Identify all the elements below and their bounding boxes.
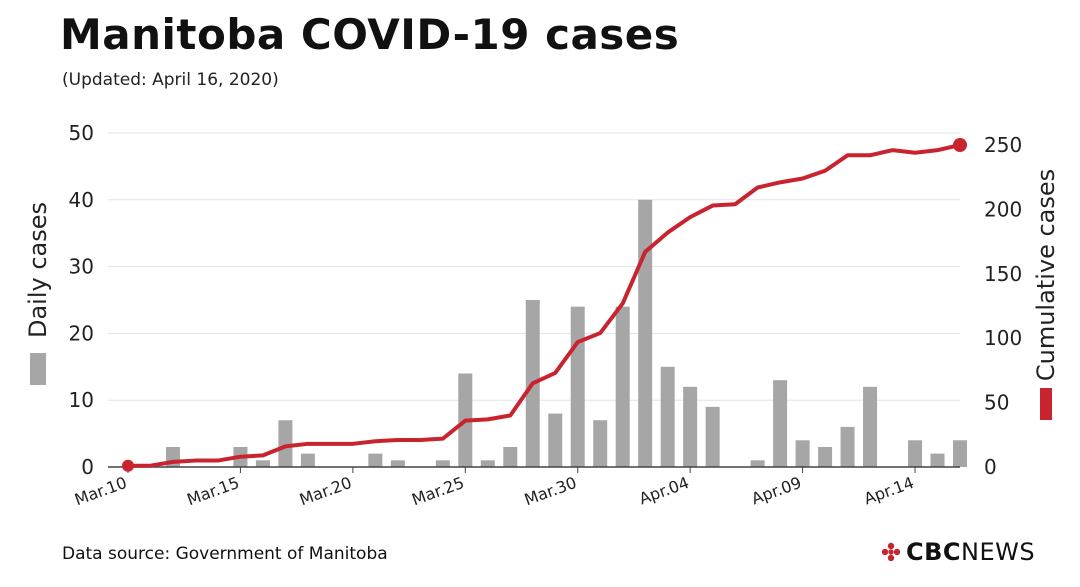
- daily-bar: [615, 306, 630, 467]
- cumulative-line: [128, 143, 961, 468]
- y-tick-label: 0: [81, 455, 94, 479]
- daily-bar: [548, 413, 563, 467]
- y-tick-label: 40: [69, 188, 94, 212]
- x-tick-label: Mar.25: [409, 473, 466, 509]
- daily-bar: [840, 426, 855, 467]
- daily-bar: [390, 460, 405, 467]
- daily-bar: [908, 440, 923, 467]
- daily-bar: [638, 199, 653, 468]
- x-tick-label: Mar.15: [184, 473, 241, 509]
- x-tick-label: Mar.20: [297, 473, 354, 509]
- daily-bar: [773, 380, 788, 467]
- cumulative-start-point: [122, 459, 134, 472]
- y2-tick-label: 0: [984, 455, 997, 479]
- y-tick-label: 50: [69, 121, 94, 145]
- x-tick-label: Apr.14: [861, 473, 916, 509]
- daily-bar: [278, 420, 293, 467]
- daily-bar: [795, 440, 810, 467]
- y-tick-label: 10: [69, 388, 94, 412]
- y2-axis-title: Cumulative cases: [1032, 169, 1060, 381]
- y-tick-label: 20: [69, 321, 94, 345]
- daily-bar: [705, 406, 720, 467]
- daily-bar: [570, 306, 585, 467]
- daily-bar: [255, 460, 270, 467]
- legend-swatch-daily: [30, 353, 46, 385]
- daily-bar: [480, 460, 495, 467]
- chart-subtitle: (Updated: April 16, 2020): [62, 70, 279, 90]
- cbc-gem-icon: [881, 542, 901, 562]
- daily-bar: [435, 460, 450, 467]
- daily-bar: [953, 440, 967, 467]
- daily-bar: [368, 453, 383, 467]
- cbc-news-logo: CBC NEWS: [880, 538, 1035, 566]
- y-tick-label: 30: [69, 255, 94, 279]
- daily-bar: [863, 386, 878, 467]
- daily-bar: [930, 453, 945, 467]
- data-source-note: Data source: Government of Manitoba: [62, 544, 388, 564]
- chart-title: Manitoba COVID-19 cases: [60, 10, 680, 59]
- y2-tick-label: 150: [984, 262, 1022, 286]
- y2-tick-label: 50: [984, 391, 1009, 415]
- daily-bar: [750, 460, 765, 467]
- daily-bar: [818, 446, 833, 467]
- y-axis-title: Daily cases: [24, 202, 52, 338]
- daily-bar: [593, 420, 608, 467]
- legend-swatch-cumulative: [1040, 388, 1052, 420]
- daily-bar: [683, 386, 698, 467]
- brand-bold: CBC: [906, 538, 962, 566]
- x-tick-label: Apr.04: [636, 473, 691, 509]
- daily-bar: [660, 366, 675, 467]
- daily-bar: [300, 453, 315, 467]
- cumulative-end-point: [953, 138, 967, 152]
- x-tick-label: Mar.30: [522, 473, 579, 509]
- daily-bar: [503, 446, 518, 467]
- y2-tick-label: 250: [984, 133, 1022, 157]
- y2-tick-label: 200: [984, 197, 1022, 221]
- y2-tick-label: 100: [984, 326, 1022, 350]
- x-tick-label: Apr.09: [749, 473, 804, 509]
- brand-light: NEWS: [961, 538, 1036, 566]
